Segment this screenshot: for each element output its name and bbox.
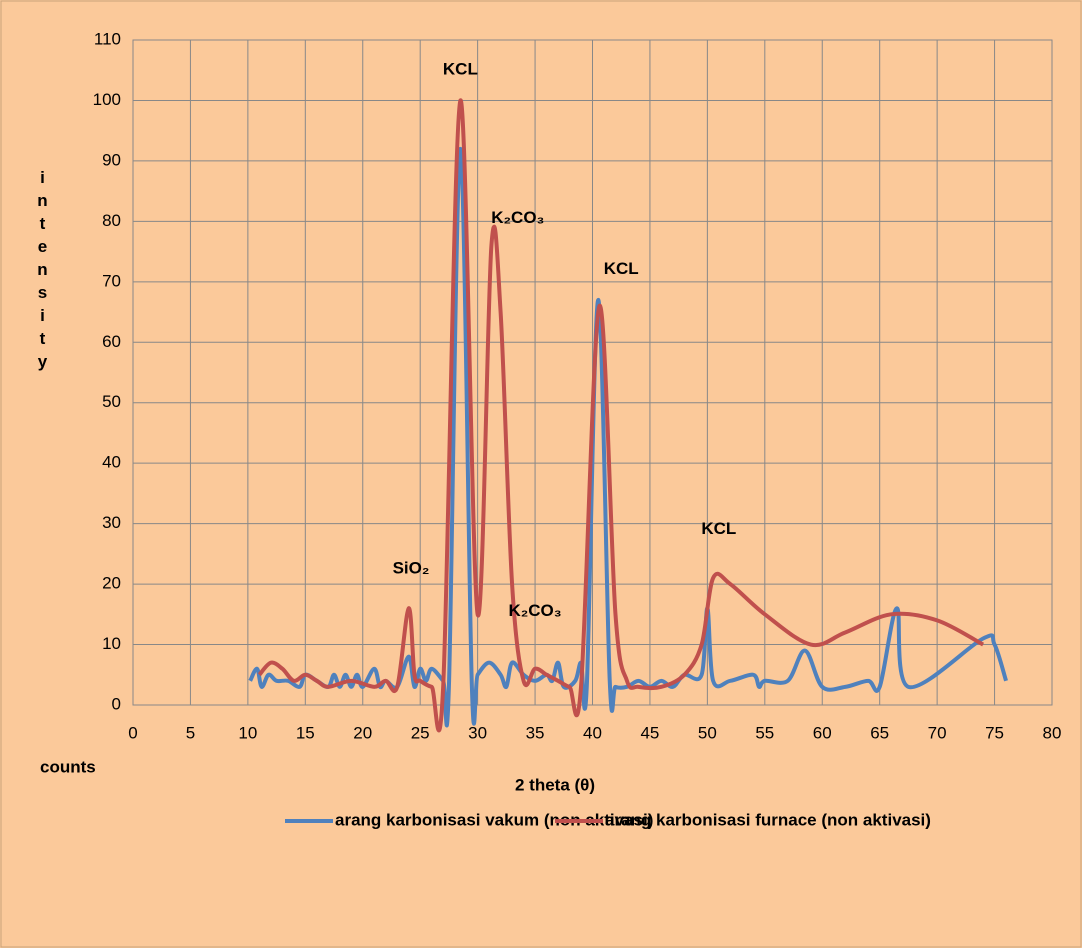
x-tick-label: 55 <box>755 723 774 742</box>
x-tick-label: 70 <box>928 723 947 742</box>
x-tick-label: 20 <box>353 723 372 742</box>
y-unit-label: counts <box>40 757 96 776</box>
annotation: KCL <box>443 60 478 79</box>
y-tick-label: 60 <box>102 332 121 351</box>
x-tick-label: 65 <box>870 723 889 742</box>
y-tick-label: 110 <box>94 29 121 48</box>
y-tick-label: 20 <box>102 574 121 593</box>
series-line <box>250 149 1006 726</box>
x-tick-label: 30 <box>468 723 487 742</box>
x-tick-label: 35 <box>526 723 545 742</box>
annotation: K₂CO₃ <box>508 601 561 620</box>
x-tick-label: 50 <box>698 723 717 742</box>
x-tick-label: 45 <box>640 723 659 742</box>
x-tick-label: 80 <box>1043 723 1062 742</box>
x-tick-label: 5 <box>186 723 195 742</box>
chart: 2 theta (θ) counts 010203040506070809010… <box>0 0 1082 948</box>
y-tick-label: 50 <box>102 392 121 411</box>
x-tick-label: 40 <box>583 723 602 742</box>
y-tick-label: 40 <box>102 453 121 472</box>
chart-page: 2 theta (θ) counts 010203040506070809010… <box>0 0 1082 948</box>
legend-label: arang karbonisasi furnace (non aktivasi) <box>605 810 931 829</box>
y-axis-title: intensity <box>34 168 51 375</box>
x-tick-label: 10 <box>238 723 257 742</box>
annotation: KCL <box>604 259 639 278</box>
x-tick-label: 75 <box>985 723 1004 742</box>
y-tick-label: 100 <box>93 90 121 109</box>
y-tick-label: 0 <box>112 694 121 713</box>
x-tick-label: 25 <box>411 723 430 742</box>
y-tick-label: 70 <box>102 271 121 290</box>
y-tick-label: 30 <box>102 513 121 532</box>
y-tick-label: 10 <box>102 634 121 653</box>
annotation: K₂CO₃ <box>491 208 544 227</box>
x-tick-label: 0 <box>128 723 137 742</box>
series-line <box>259 100 983 730</box>
annotation: SiO₂ <box>393 558 430 577</box>
frame <box>1 1 1081 947</box>
x-tick-label: 60 <box>813 723 832 742</box>
y-tick-label: 90 <box>102 150 121 169</box>
annotation: KCL <box>701 519 736 538</box>
x-axis-title: 2 theta (θ) <box>515 775 595 794</box>
y-tick-label: 80 <box>102 211 121 230</box>
x-tick-label: 15 <box>296 723 315 742</box>
